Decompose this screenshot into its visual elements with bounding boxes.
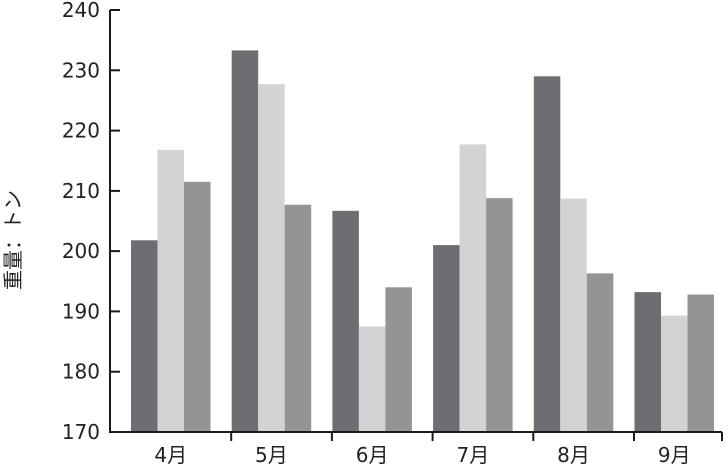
y-tick-label-210: 210 <box>62 179 100 203</box>
x-category-label-4: 7月 <box>457 443 490 467</box>
bar-5-2 <box>560 198 587 432</box>
bar-1-2 <box>157 149 184 432</box>
bars-group <box>131 50 714 433</box>
bar-5-1 <box>533 76 561 433</box>
bar-6-1 <box>634 292 661 432</box>
x-category-label-5: 8月 <box>557 443 590 467</box>
bar-4-2 <box>459 144 487 432</box>
bar-2-2 <box>258 84 285 432</box>
x-category-label-1: 4月 <box>154 443 187 467</box>
y-tick-label-200: 200 <box>62 239 100 263</box>
x-category-label-3: 6月 <box>356 443 389 467</box>
axes-group <box>109 10 723 441</box>
bar-3-2 <box>358 326 386 432</box>
bar-4-1 <box>433 245 460 432</box>
y-tick-label-190: 190 <box>62 299 100 323</box>
bar-1-3 <box>184 181 211 432</box>
bar-4-3 <box>486 198 513 432</box>
y-axis-title-group: 重量：トン <box>1 190 25 290</box>
bar-3-1 <box>332 210 359 432</box>
x-labels-group: 4月 5月 6月 7月 8月 9月 <box>154 443 690 467</box>
bar-1-1 <box>131 240 158 432</box>
y-ticks-group: 170 180 190 200 210 220 230 240 <box>62 0 120 444</box>
y-tick-label-180: 180 <box>62 360 100 384</box>
bar-3-3 <box>385 287 412 432</box>
y-axis-title: 重量：トン <box>1 190 25 290</box>
bar-6-2 <box>661 315 688 432</box>
bar-6-3 <box>687 294 714 432</box>
y-tick-label-170: 170 <box>62 420 100 444</box>
bar-2-1 <box>231 50 259 433</box>
bar-5-3 <box>586 273 614 432</box>
x-category-label-6: 9月 <box>658 443 691 467</box>
y-tick-label-240: 240 <box>62 0 100 22</box>
y-tick-label-220: 220 <box>62 119 100 143</box>
bar-2-3 <box>284 204 312 432</box>
y-tick-label-230: 230 <box>62 58 100 82</box>
x-category-label-2: 5月 <box>255 443 288 467</box>
